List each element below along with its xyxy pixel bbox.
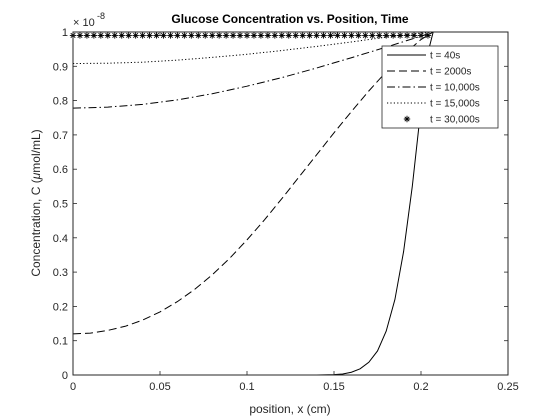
chart-title: Glucose Concentration vs. Position, Time [171,12,408,26]
y-tick-label: 0.5 [53,199,68,211]
x-tick-label: 0.25 [497,381,518,393]
series-4-marker [348,32,355,39]
legend-item-4: t = 30,000s [403,115,480,126]
series-4-marker [306,32,313,39]
series-0 [73,31,434,376]
series-4-marker [320,32,327,39]
y-tick-label: 0.4 [53,233,68,245]
series-4-marker [139,32,146,39]
legend-label: t = 2000s [430,67,471,78]
legend-label: t = 10,000s [430,83,480,94]
series-4-marker [327,32,334,39]
legend-marker [403,115,411,123]
series-4-marker [355,32,362,39]
series-4-marker [188,32,195,39]
legend-item-3: t = 15,000s [387,99,480,110]
series-4-marker [90,32,98,39]
series-2 [72,31,434,109]
series-4-marker [341,32,348,39]
series-4-marker [299,32,306,39]
series-4-marker [222,32,230,39]
series-4-marker [118,32,125,39]
x-tick-label: 0 [70,381,76,393]
x-tick-label: 0.05 [149,381,170,393]
series-4-marker [111,32,118,39]
series-4-marker [209,32,216,39]
y-axis-label-suffix: mol/mL) [29,129,43,172]
series-4-marker [250,32,258,39]
series-4-marker [403,32,411,39]
series-4-marker [278,32,285,39]
legend-entries: t = 40s t = 2000s t = 10,000s t = 15,000s t … [387,51,480,126]
series-1 [72,31,434,335]
legend: t = 40s t = 2000s t = 10,000s t = 15,000s t … [381,45,499,129]
y-exponent: × 10 -8 [73,11,105,29]
y-tick-label: 0.6 [53,164,68,176]
legend-item-0: t = 40s [387,51,460,62]
series-4-marker [257,32,265,39]
series-4-marker [97,32,105,39]
y-tick-label: 1 [62,27,68,39]
series-4-marker [396,32,404,39]
series-4-marker [195,32,202,39]
series-4-marker [410,32,418,39]
series-4-marker [167,32,174,39]
series-4-marker [271,32,279,39]
series-4-marker [83,32,91,39]
series-4-marker [334,32,341,39]
series-4-marker [76,32,84,39]
series-0-line [73,31,434,376]
series-4-marker [174,32,181,39]
series-4-marker [285,32,292,39]
series-4-marker [292,32,299,39]
y-tick-label: 0.9 [53,61,68,73]
series-4-marker [153,32,160,39]
legend-box [381,45,499,129]
series-2-line [72,31,434,109]
y-axis-label: Concentration, C (μmol/mL) [29,129,43,276]
legend-item-2: t = 10,000s [387,83,480,94]
series-4-marker [202,32,209,39]
legend-item-1: t = 2000s [387,67,471,78]
series-4-marker [104,32,111,39]
series-4 [69,32,432,39]
series-layer [69,31,434,376]
y-tick-label: 0.8 [53,96,68,108]
series-4-marker [383,32,390,39]
series-4-marker [132,32,139,39]
series-4-marker [313,32,320,39]
series-4-marker [369,32,376,39]
legend-label: t = 15,000s [430,99,480,110]
x-tick-label: 0.15 [323,381,344,393]
y-tick-label: 0.1 [53,336,68,348]
series-1-line [72,31,434,335]
series-4-marker [125,32,132,39]
legend-label: t = 30,000s [430,115,480,126]
series-4-marker [146,32,153,39]
series-4-marker [229,32,237,39]
ticks-layer: 0 0.05 0.1 0.15 0.2 0.25 0 0.1 0.2 0.3 0.4 0.5 0.6 0.… [53,27,519,393]
series-4-marker [389,32,397,39]
x-axis-label: position, x (cm) [249,402,330,416]
y-tick-label: 0.3 [53,267,68,279]
series-4-marker [376,32,383,39]
y-exponent-power: -8 [97,11,105,21]
series-4-marker [215,32,223,39]
series-4-marker [362,32,369,39]
y-axis-label-mu: μ [29,172,43,180]
y-tick-label: 0 [62,370,68,382]
y-exponent-base: × 10 [73,17,95,29]
y-tick-label: 0.2 [53,301,68,313]
series-4-marker [236,32,244,39]
legend-label: t = 40s [430,51,460,62]
series-4-marker [424,32,432,39]
series-4-marker [181,32,188,39]
y-tick-label: 0.7 [53,130,68,142]
y-axis-label-prefix: Concentration, C ( [29,179,43,276]
series-4-marker [264,32,272,39]
x-tick-label: 0.1 [239,381,254,393]
series-4-marker [160,32,167,39]
x-tick-label: 0.2 [413,381,428,393]
